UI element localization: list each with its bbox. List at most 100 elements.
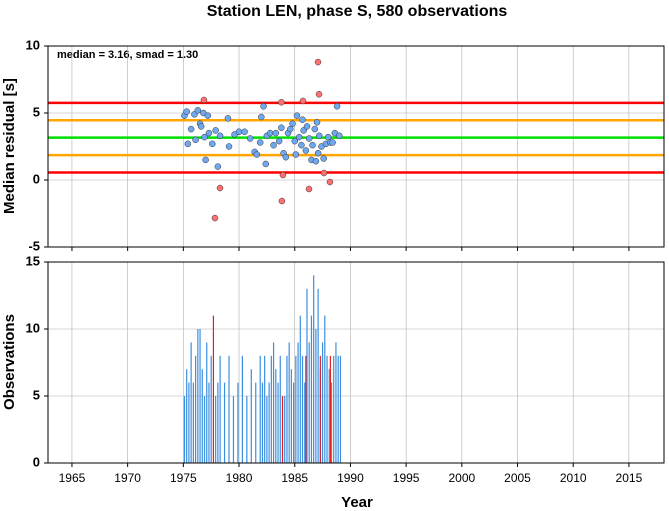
bar bbox=[281, 396, 284, 463]
point bbox=[305, 185, 313, 193]
point bbox=[202, 156, 209, 164]
point bbox=[311, 125, 319, 133]
bar bbox=[337, 355, 339, 463]
x-tick-label: 2000 bbox=[448, 471, 475, 485]
point bbox=[282, 153, 290, 161]
bar bbox=[308, 342, 310, 463]
point bbox=[320, 155, 327, 162]
bar bbox=[232, 396, 235, 463]
bar bbox=[313, 275, 315, 463]
point bbox=[224, 115, 232, 122]
x-tick-label: 1980 bbox=[226, 471, 253, 485]
x-tick-label: 2010 bbox=[560, 471, 587, 485]
bar bbox=[237, 382, 239, 463]
bar bbox=[335, 342, 337, 463]
bar bbox=[210, 355, 212, 463]
bar bbox=[188, 382, 190, 463]
bar bbox=[183, 396, 186, 463]
point bbox=[314, 149, 322, 157]
y-axis-label: Observations bbox=[1, 314, 18, 410]
bar bbox=[250, 369, 252, 463]
point bbox=[313, 119, 321, 126]
bar bbox=[203, 396, 206, 463]
y-tick-label: 10 bbox=[26, 320, 40, 335]
plot-frame bbox=[47, 261, 665, 464]
y-tick-label: 5 bbox=[33, 387, 40, 402]
point bbox=[200, 96, 208, 104]
point bbox=[246, 135, 254, 142]
bar bbox=[215, 396, 217, 463]
bar bbox=[330, 382, 333, 463]
bar bbox=[199, 329, 201, 463]
point bbox=[336, 132, 343, 140]
point bbox=[326, 178, 334, 186]
bar bbox=[293, 382, 295, 463]
y-tick-label: 5 bbox=[33, 104, 40, 119]
point bbox=[329, 139, 336, 146]
bar bbox=[305, 355, 307, 463]
bar bbox=[290, 369, 292, 463]
point bbox=[187, 125, 195, 133]
point bbox=[287, 125, 294, 133]
bar bbox=[206, 342, 208, 463]
bar bbox=[339, 355, 342, 463]
point bbox=[278, 99, 285, 106]
point bbox=[295, 133, 303, 141]
point bbox=[197, 123, 205, 130]
bar bbox=[197, 329, 199, 463]
bar bbox=[212, 315, 215, 463]
bar bbox=[315, 329, 317, 463]
point bbox=[305, 135, 313, 142]
bar bbox=[268, 382, 270, 463]
bar bbox=[219, 355, 221, 463]
point bbox=[204, 112, 212, 119]
bar bbox=[279, 355, 281, 463]
point bbox=[315, 90, 323, 98]
point bbox=[184, 140, 192, 148]
point bbox=[298, 141, 305, 149]
point bbox=[266, 129, 274, 137]
point bbox=[314, 58, 322, 66]
x-tick-label: 1975 bbox=[170, 471, 197, 485]
bar bbox=[288, 342, 290, 463]
bar bbox=[192, 382, 194, 463]
bar bbox=[277, 382, 279, 463]
bar bbox=[324, 315, 326, 463]
plot-frame bbox=[47, 45, 665, 248]
y-tick-label: 0 bbox=[33, 454, 40, 469]
point bbox=[291, 137, 298, 145]
bar bbox=[284, 396, 286, 463]
point bbox=[299, 97, 307, 105]
y-tick-label: -5 bbox=[28, 238, 40, 253]
bar bbox=[297, 342, 299, 463]
point bbox=[194, 107, 202, 114]
point bbox=[299, 116, 306, 123]
point bbox=[211, 214, 219, 222]
x-tick-label: 2015 bbox=[616, 471, 643, 485]
bar bbox=[326, 355, 328, 463]
x-tick-label: 1965 bbox=[59, 471, 86, 485]
point bbox=[320, 169, 328, 177]
y-axis-label: Median residual [s] bbox=[1, 78, 18, 214]
point bbox=[315, 132, 323, 140]
point bbox=[216, 184, 224, 192]
point bbox=[289, 120, 296, 127]
bar bbox=[286, 355, 288, 463]
chart-title: Station LEN, phase S, 580 observations bbox=[207, 3, 508, 20]
point bbox=[293, 112, 301, 119]
point bbox=[256, 139, 264, 146]
bar bbox=[228, 355, 230, 463]
point bbox=[279, 171, 287, 179]
point bbox=[262, 160, 270, 168]
bar bbox=[317, 288, 319, 463]
point bbox=[205, 129, 213, 137]
point bbox=[278, 124, 285, 131]
y-tick-label: 10 bbox=[26, 37, 40, 52]
point bbox=[235, 128, 243, 136]
bar bbox=[190, 342, 192, 463]
point bbox=[278, 197, 286, 205]
bar bbox=[310, 315, 313, 463]
bar bbox=[261, 382, 264, 463]
bar bbox=[272, 342, 275, 463]
